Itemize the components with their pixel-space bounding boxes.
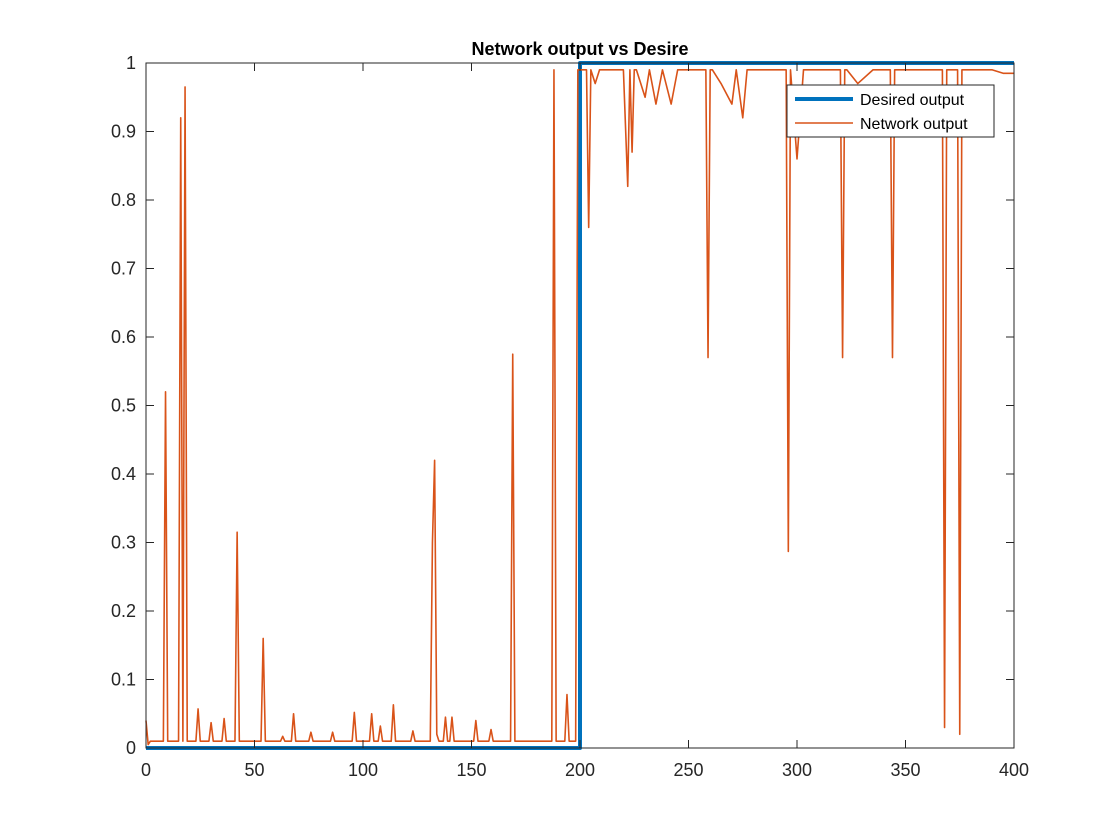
y-tick-label: 0.7 (111, 259, 136, 279)
y-tick-label: 0.5 (111, 396, 136, 416)
legend-label-network-output: Network output (860, 116, 968, 133)
y-tick-label: 0.6 (111, 327, 136, 347)
y-tick-label: 0 (126, 738, 136, 758)
y-tick-label: 0.9 (111, 122, 136, 142)
x-tick-label: 300 (782, 760, 812, 780)
legend-label-desired-output: Desired output (860, 92, 965, 109)
x-tick-label: 50 (244, 760, 264, 780)
y-tick-label: 0.3 (111, 533, 136, 553)
x-tick-label: 400 (999, 760, 1029, 780)
y-tick-label: 0.8 (111, 190, 136, 210)
legend-box (786, 84, 995, 138)
x-tick-label: 200 (565, 760, 595, 780)
x-tick-label: 100 (348, 760, 378, 780)
x-tick-label: 250 (673, 760, 703, 780)
plot-area (145, 61, 1014, 750)
axes: 0 50 100 150 200 250 300 350 400 0 0.1 0.2 0.3 0.4 0.5… (111, 53, 1029, 780)
chart-title: Network output vs Desire (471, 39, 688, 59)
x-tick-label: 150 (456, 760, 486, 780)
legend: Desired output Network output (786, 84, 995, 138)
x-tick-label: 350 (890, 760, 920, 780)
y-tick-label: 0.4 (111, 464, 136, 484)
y-tick-label: 1 (126, 53, 136, 73)
x-tick-label: 0 (141, 760, 151, 780)
y-tick-label: 0.2 (111, 601, 136, 621)
series-line-network-output (145, 69, 1014, 746)
y-tick-label: 0.1 (111, 670, 136, 690)
